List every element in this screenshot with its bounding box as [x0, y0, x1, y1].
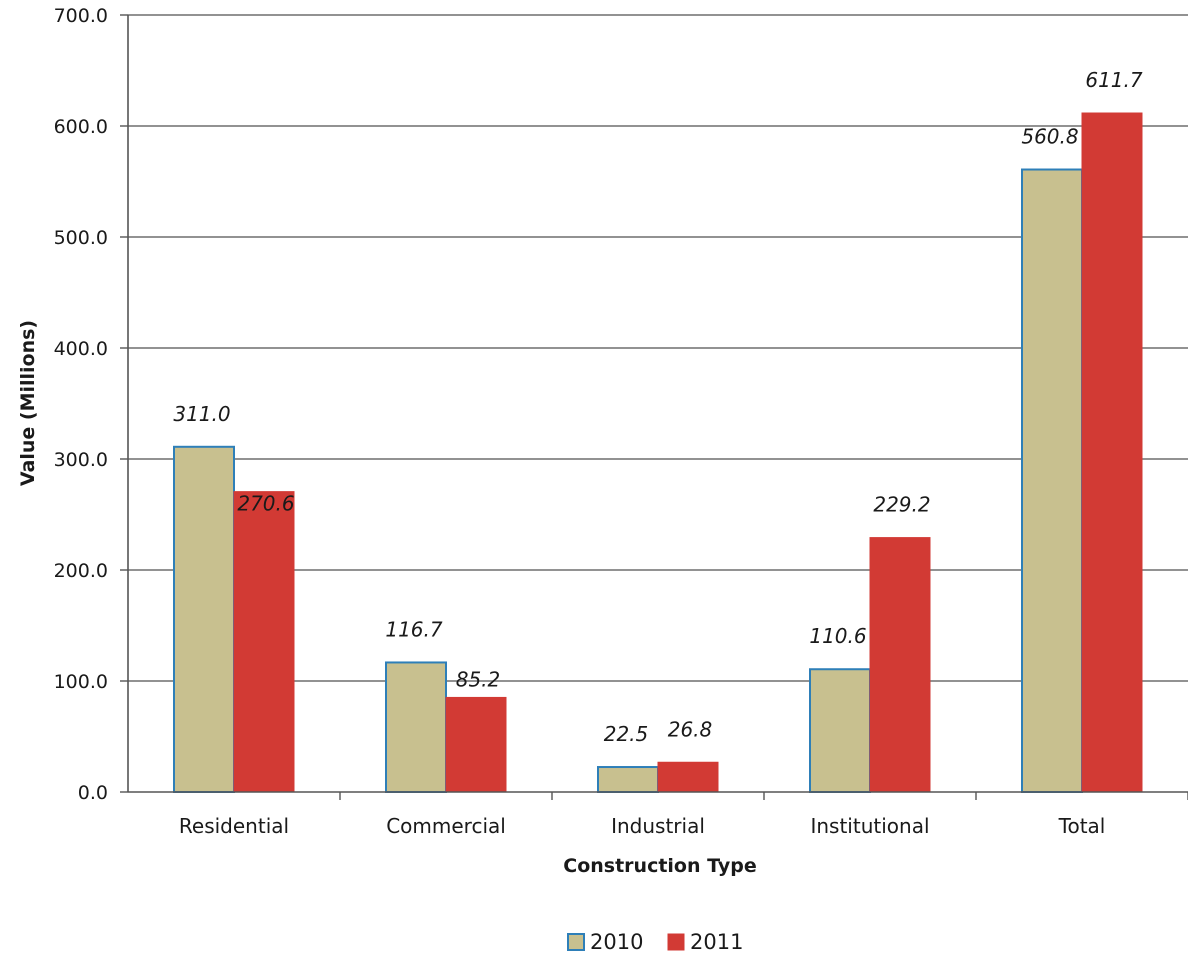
x-axis-title: Construction Type — [563, 855, 756, 877]
bar-2011-commercial — [445, 696, 507, 793]
legend-label-2011: 2011 — [690, 930, 743, 954]
x-tick-label: Industrial — [611, 814, 705, 838]
data-label-2011-industrial: 26.8 — [668, 717, 713, 741]
gridlines — [128, 14, 1188, 682]
y-tick-label: 100.0 — [54, 671, 108, 693]
legend-swatch-2010 — [567, 933, 585, 951]
x-tick-label: Total — [1058, 814, 1106, 838]
data-label-2011-total: 611.7 — [1085, 68, 1143, 92]
data-label-2010-total: 560.8 — [1021, 125, 1078, 149]
data-label-2010-institutional: 110.6 — [809, 624, 866, 648]
data-labels: 311.0 270.6 116.7 85.2 22.5 26.8 110.6 229.2 560… — [173, 68, 1143, 746]
data-label-2011-institutional: 229.2 — [873, 493, 930, 517]
x-tick-label: Commercial — [386, 814, 506, 838]
legend: 2010 2011 — [567, 930, 743, 954]
bar-2010-institutional — [809, 668, 871, 794]
y-tick-label: 400.0 — [54, 338, 108, 360]
bar-2010-commercial — [385, 661, 447, 794]
legend-label-2010: 2010 — [590, 930, 643, 954]
y-tick-label: 300.0 — [54, 449, 108, 471]
bar-2011-total — [1081, 112, 1143, 793]
data-label-2010-commercial: 116.7 — [385, 617, 443, 641]
x-tick-label: Residential — [179, 814, 289, 838]
bar-2010-residential — [173, 445, 235, 793]
data-label-2011-commercial: 85.2 — [456, 667, 501, 691]
y-tick-label: 600.0 — [54, 116, 108, 138]
bar-2011-residential — [233, 491, 295, 793]
y-tick-label: 0.0 — [78, 782, 108, 804]
legend-swatch-2011 — [667, 933, 685, 951]
data-label-2010-residential: 311.0 — [173, 402, 230, 426]
y-tick-label: 200.0 — [54, 560, 108, 582]
y-tick-label: 500.0 — [54, 227, 108, 249]
x-tick-label: Institutional — [810, 814, 929, 838]
bars — [173, 112, 1143, 794]
y-axis-title: Value (Millions) — [17, 320, 39, 486]
data-label-2011-residential: 270.6 — [237, 492, 294, 516]
bar-2010-industrial — [597, 766, 659, 794]
axes: 0.0 100.0 200.0 300.0 400.0 500.0 600.0 700.0 Re… — [54, 5, 1188, 838]
y-tick-label: 700.0 — [54, 5, 108, 27]
bar-2011-industrial — [657, 761, 719, 793]
bar-2010-total — [1021, 168, 1083, 793]
data-label-2010-industrial: 22.5 — [604, 722, 649, 746]
bar-2011-institutional — [869, 537, 931, 793]
